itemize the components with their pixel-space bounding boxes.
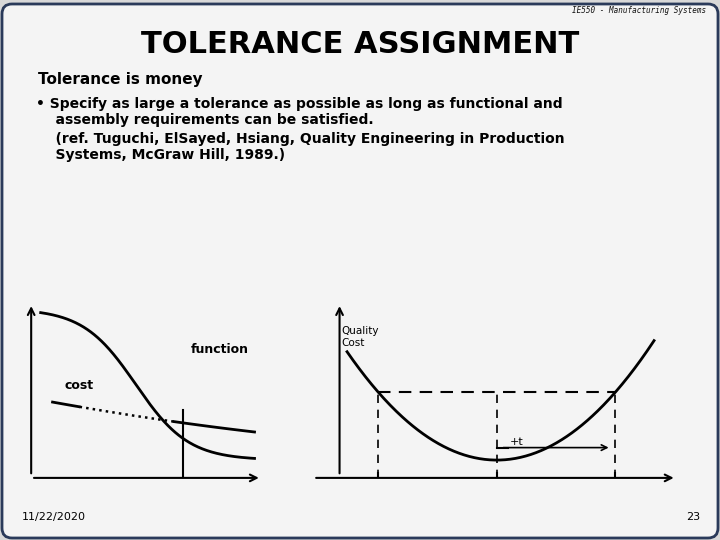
Text: • Specify as large a tolerance as possible as long as functional and
    assembl: • Specify as large a tolerance as possib… — [36, 97, 562, 127]
Text: Quality cost: Quality cost — [459, 445, 562, 460]
Text: (ref. Tuguchi, ElSayed, Hsiang, Quality Engineering in Production
    Systems, M: (ref. Tuguchi, ElSayed, Hsiang, Quality … — [36, 132, 564, 162]
Text: IE550 - Manufacturing Systems: IE550 - Manufacturing Systems — [572, 6, 706, 15]
Text: - t    d  (nominal  dimension): - t d (nominal dimension) — [403, 463, 617, 476]
Text: function: function — [190, 343, 248, 356]
Text: Quality
Cost: Quality Cost — [341, 326, 379, 348]
Text: Tolerance value: Tolerance value — [89, 449, 212, 463]
Text: TOLERANCE ASSIGNMENT: TOLERANCE ASSIGNMENT — [141, 30, 579, 59]
Text: Tolerance is money: Tolerance is money — [38, 72, 202, 87]
Text: +t: +t — [510, 437, 523, 447]
Text: 11/22/2020: 11/22/2020 — [22, 512, 86, 522]
Text: cost: cost — [65, 379, 94, 392]
FancyBboxPatch shape — [2, 4, 718, 538]
Text: 23: 23 — [686, 512, 700, 522]
